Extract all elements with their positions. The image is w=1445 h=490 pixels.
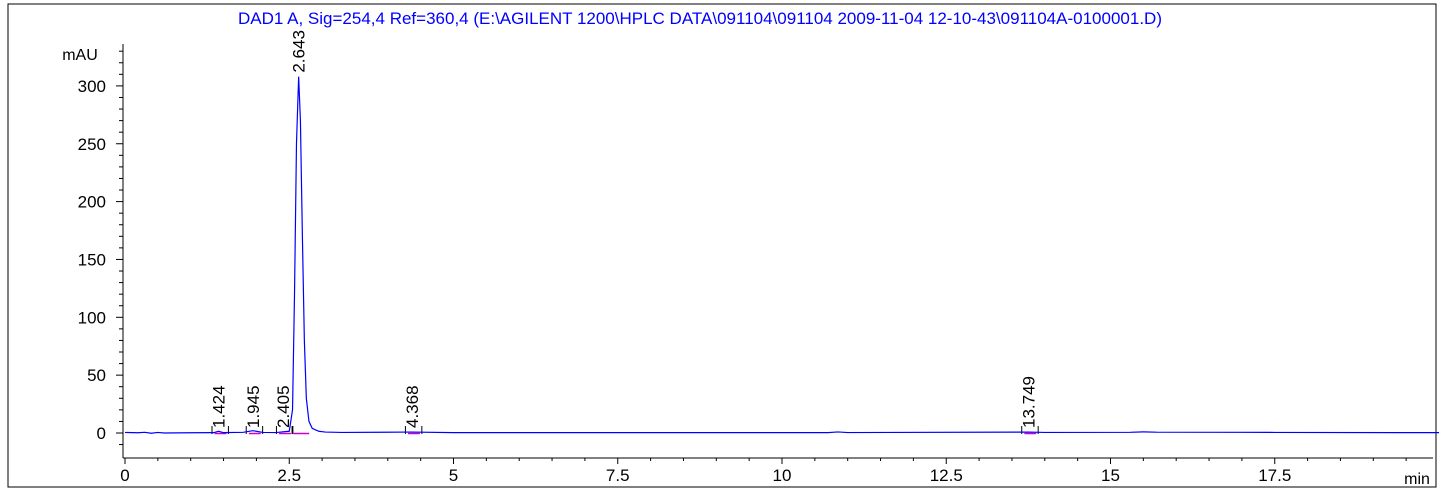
y-tick-label: 100 xyxy=(78,308,106,327)
x-tick-label: 2.5 xyxy=(277,466,301,485)
chart-frame xyxy=(7,3,1437,488)
x-tick-label: 15 xyxy=(1101,466,1120,485)
y-tick-label: 150 xyxy=(78,250,106,269)
peak-label: 1.945 xyxy=(244,385,263,428)
peak-label: 13.749 xyxy=(1019,376,1038,428)
peak-label: 1.424 xyxy=(210,385,229,428)
y-tick-label: 200 xyxy=(78,193,106,212)
y-tick-label: 50 xyxy=(87,366,106,385)
peak-label: 2.405 xyxy=(274,385,293,428)
x-tick-label: 0 xyxy=(120,466,129,485)
peak-label: 2.643 xyxy=(290,30,309,73)
x-tick-label: 7.5 xyxy=(606,466,630,485)
y-tick-label: 300 xyxy=(78,77,106,96)
x-axis-ticks: 0 2.5 5 7.5 10 12.5 15 17.5 xyxy=(120,458,1407,485)
y-axis-ticks: 0 50 100 150 200 250 300 xyxy=(78,50,123,446)
x-tick-label: 12.5 xyxy=(930,466,963,485)
y-tick-label: 0 xyxy=(97,424,106,443)
y-axis-unit: mAU xyxy=(62,47,98,64)
x-axis-unit: min xyxy=(1404,471,1430,488)
x-tick-label: 5 xyxy=(449,466,458,485)
peak-label: 4.368 xyxy=(403,385,422,428)
x-tick-label: 17.5 xyxy=(1258,466,1291,485)
peak-labels: 1.424 1.945 2.405 2.643 4.368 13.749 xyxy=(210,30,1039,428)
x-tick-label: 10 xyxy=(773,466,792,485)
y-tick-label: 250 xyxy=(78,135,106,154)
chart-title: DAD1 A, Sig=254,4 Ref=360,4 (E:\AGILENT … xyxy=(238,9,1162,28)
signal-trace xyxy=(124,76,1440,434)
